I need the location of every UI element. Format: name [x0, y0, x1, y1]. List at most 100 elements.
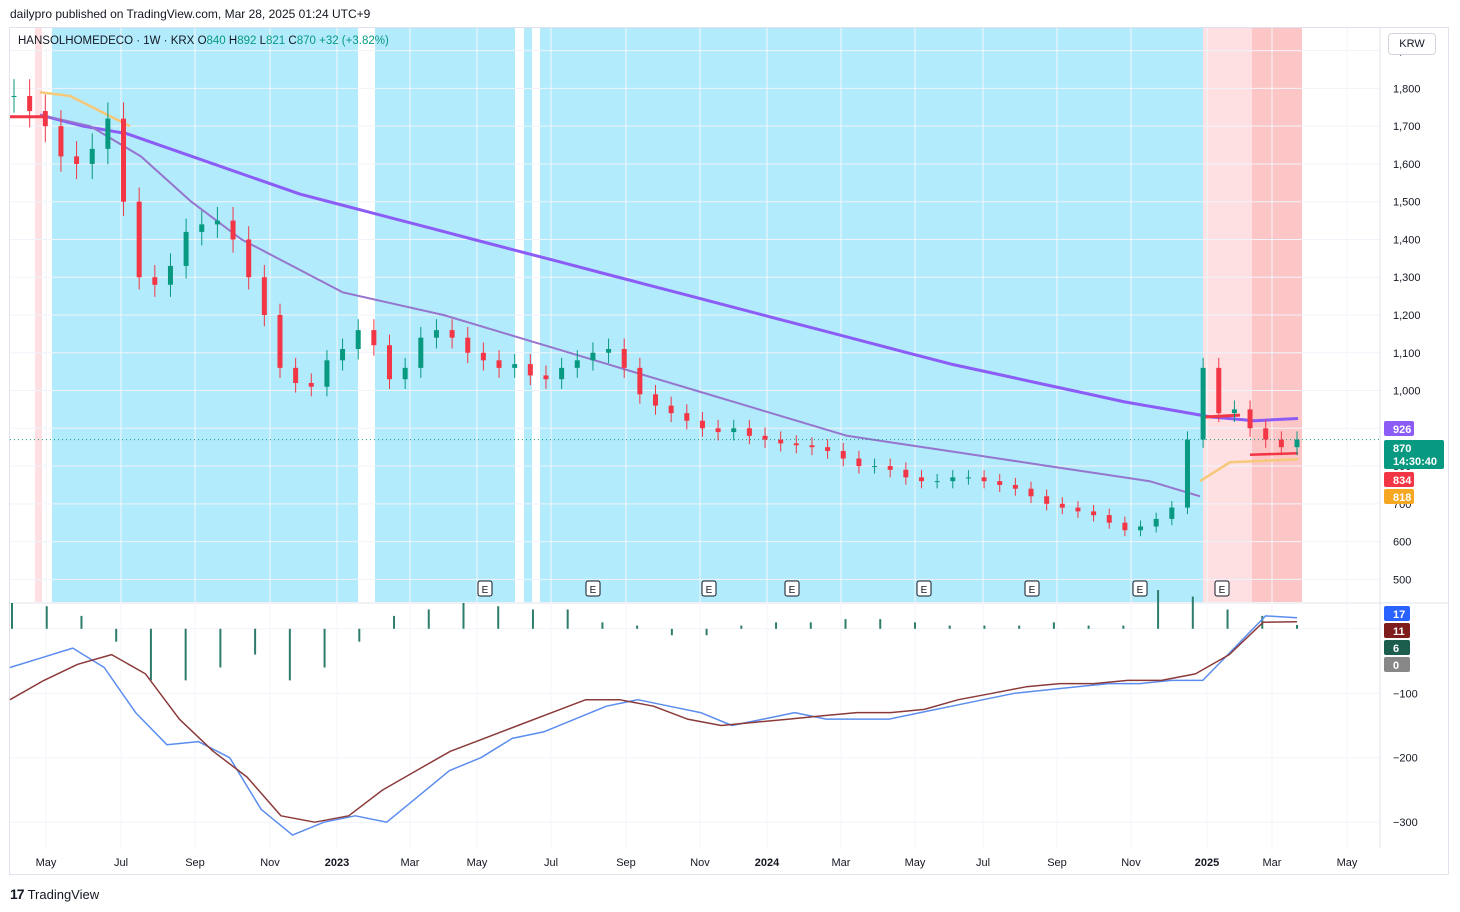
macd-histogram-bar	[80, 615, 83, 629]
candle-body	[918, 477, 924, 482]
macd-histogram-bar	[670, 628, 673, 636]
candle-body	[934, 481, 940, 483]
symbol-info: HANSOLHOMEDECO · 1W · KRX O840 H892 L821…	[18, 35, 389, 47]
price-tick-label: 1,200	[1393, 310, 1421, 322]
candle-body	[121, 118, 127, 202]
time-tick-label: Sep	[185, 857, 205, 869]
candle-body	[1247, 409, 1253, 429]
histogram-badge	[1384, 640, 1410, 655]
candle-body	[449, 330, 455, 338]
candle-body	[1044, 496, 1050, 504]
time-tick-label: May	[467, 857, 488, 869]
candle-body	[559, 367, 565, 380]
macd-histogram-bar	[809, 622, 812, 629]
candle-body	[1200, 367, 1206, 440]
candle-body	[731, 428, 737, 433]
macd-histogram-bar	[531, 609, 534, 629]
price-tick-label: 1,700	[1393, 121, 1421, 133]
time-tick-label: Sep	[1047, 857, 1067, 869]
macd-histogram-bar	[149, 628, 152, 681]
candle-body	[152, 277, 158, 285]
candle-body	[246, 239, 252, 278]
macd-histogram-bar	[566, 609, 569, 629]
time-tick-label: Mar	[1263, 857, 1282, 869]
open-label: O	[197, 35, 207, 47]
candle-body	[1091, 511, 1097, 516]
last-price-badge-text: 14:30:40	[1393, 456, 1437, 468]
candle-body	[387, 345, 393, 380]
footer-brand[interactable]: 17 TradingView	[10, 886, 99, 902]
candle-body	[887, 466, 893, 470]
macd-histogram-bar	[1226, 609, 1229, 629]
candle-body	[543, 375, 549, 380]
last-price-badge	[1384, 440, 1444, 469]
candle-body	[950, 477, 956, 482]
candle-body	[42, 111, 48, 127]
earnings-marker-label: E	[789, 585, 796, 596]
candle-body	[637, 367, 643, 395]
macd-histogram-bar	[323, 628, 326, 668]
ma-orange-badge-text: 818	[1393, 492, 1411, 504]
time-tick-label: Jul	[114, 857, 128, 869]
time-tick-label: May	[905, 857, 926, 869]
earnings-marker	[477, 580, 493, 597]
time-tick-label: Jul	[976, 857, 990, 869]
ma-slow-badge-text: 926	[1393, 424, 1411, 436]
candle-body	[1106, 515, 1112, 523]
macd-histogram-bar	[983, 625, 986, 629]
candle-body	[355, 330, 361, 349]
time-tick-label: 2023	[325, 857, 349, 869]
candle-body	[699, 420, 705, 429]
macd-histogram-bar	[1087, 625, 1090, 629]
candle-body	[684, 413, 690, 421]
macd-histogram-bar	[393, 615, 396, 629]
low-label: L	[259, 35, 267, 47]
macd-histogram-bar	[45, 606, 48, 629]
open-value: 840	[206, 35, 226, 47]
candle-body	[981, 477, 987, 482]
price-tick-label: 600	[1393, 537, 1411, 549]
macd-tick-label: −300	[1393, 817, 1418, 829]
macd-histogram-bar	[1296, 624, 1298, 629]
candle-body	[793, 443, 799, 446]
earnings-marker	[784, 580, 800, 597]
currency-button[interactable]: KRW	[1388, 33, 1436, 55]
price-tick-label: 1,300	[1393, 272, 1421, 284]
macd-badge	[1384, 606, 1410, 621]
candle-body	[371, 330, 377, 346]
last-price-badge-text: 870	[1393, 443, 1411, 455]
signal-badge	[1384, 623, 1410, 638]
candle-body	[1153, 518, 1159, 527]
candle-body	[590, 352, 596, 361]
macd-tick-label: −200	[1393, 753, 1418, 765]
earnings-marker	[701, 580, 717, 597]
time-tick-label: Jul	[544, 857, 558, 869]
candle-body	[58, 126, 64, 157]
ma-red-line	[1249, 451, 1299, 456]
candle-body	[715, 428, 721, 433]
candle-body	[1169, 507, 1175, 519]
earnings-marker-label: E	[482, 585, 489, 596]
earnings-marker-label: E	[921, 585, 928, 596]
candle-body	[1263, 428, 1269, 440]
earnings-marker-label: E	[706, 585, 713, 596]
macd-histogram-bar	[184, 628, 187, 681]
candle-body	[997, 481, 1003, 485]
candle-body	[1294, 439, 1300, 448]
ma-orange-badge	[1384, 489, 1414, 504]
price-tick-label: 1,800	[1393, 83, 1421, 95]
macd-histogram-bar	[948, 625, 951, 629]
tradingview-logo-icon: 17	[10, 886, 25, 902]
macd-tick-label: −100	[1393, 688, 1418, 700]
candle-body	[214, 220, 220, 225]
macd-histogram-bar	[462, 603, 465, 629]
macd-histogram-bar	[913, 622, 916, 629]
signal-line	[9, 620, 1298, 823]
candle-body	[668, 405, 674, 414]
candle-body	[11, 95, 17, 97]
earnings-marker	[1024, 580, 1040, 597]
candle-body	[480, 352, 486, 361]
candle-body	[1216, 367, 1222, 414]
candle-body	[746, 428, 752, 436]
